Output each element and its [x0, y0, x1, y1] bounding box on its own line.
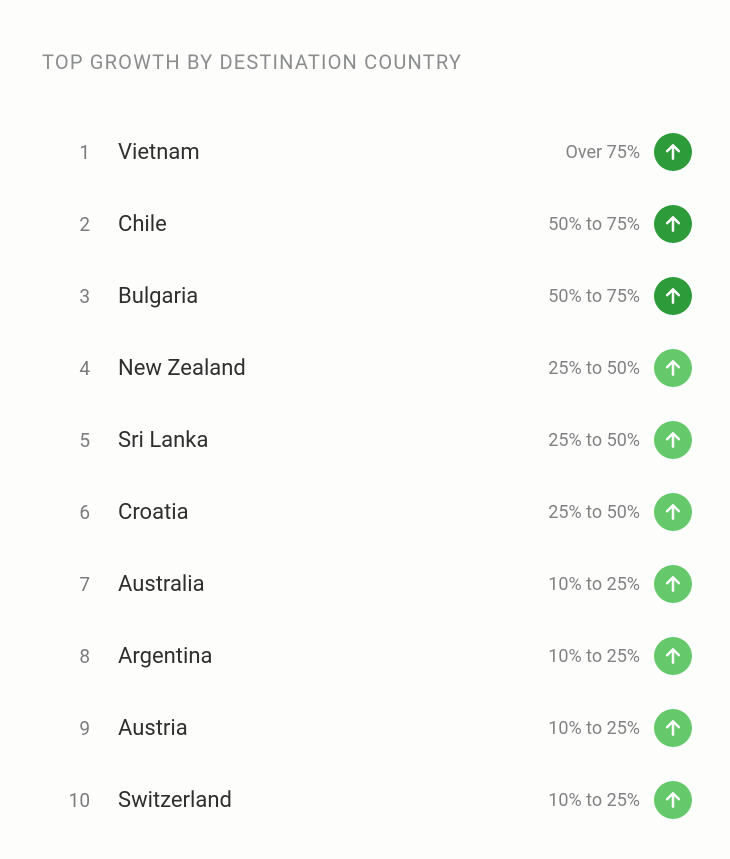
- trend-up-icon: [654, 349, 692, 387]
- growth-panel: TOP GROWTH BY DESTINATION COUNTRY 1 Viet…: [0, 0, 730, 836]
- rank-number: 1: [38, 141, 90, 164]
- list-item: 1 Vietnam Over 75%: [38, 116, 692, 188]
- rank-number: 10: [38, 789, 90, 812]
- rank-number: 7: [38, 573, 90, 596]
- growth-label: 10% to 25%: [548, 790, 654, 811]
- list-item: 7 Australia 10% to 25%: [38, 548, 692, 620]
- growth-label: 10% to 25%: [548, 646, 654, 667]
- rank-number: 6: [38, 501, 90, 524]
- list-item: 10 Switzerland 10% to 25%: [38, 764, 692, 836]
- country-name: Argentina: [90, 644, 548, 669]
- list-item: 6 Croatia 25% to 50%: [38, 476, 692, 548]
- trend-up-icon: [654, 637, 692, 675]
- rank-number: 4: [38, 357, 90, 380]
- trend-up-icon: [654, 277, 692, 315]
- list-item: 4 New Zealand 25% to 50%: [38, 332, 692, 404]
- trend-up-icon: [654, 565, 692, 603]
- list-item: 9 Austria 10% to 25%: [38, 692, 692, 764]
- growth-label: 10% to 25%: [548, 718, 654, 739]
- list-item: 2 Chile 50% to 75%: [38, 188, 692, 260]
- trend-up-icon: [654, 781, 692, 819]
- rank-number: 9: [38, 717, 90, 740]
- country-name: Vietnam: [90, 140, 565, 165]
- rank-number: 2: [38, 213, 90, 236]
- growth-label: 25% to 50%: [548, 430, 654, 451]
- country-name: Australia: [90, 572, 548, 597]
- growth-label: 25% to 50%: [548, 502, 654, 523]
- growth-label: Over 75%: [565, 142, 654, 163]
- list-item: 8 Argentina 10% to 25%: [38, 620, 692, 692]
- country-name: New Zealand: [90, 356, 548, 381]
- growth-label: 50% to 75%: [548, 214, 654, 235]
- rank-number: 5: [38, 429, 90, 452]
- trend-up-icon: [654, 493, 692, 531]
- list-item: 3 Bulgaria 50% to 75%: [38, 260, 692, 332]
- country-name: Croatia: [90, 500, 548, 525]
- trend-up-icon: [654, 709, 692, 747]
- growth-label: 25% to 50%: [548, 358, 654, 379]
- trend-up-icon: [654, 205, 692, 243]
- trend-up-icon: [654, 421, 692, 459]
- country-name: Switzerland: [90, 788, 548, 813]
- growth-label: 50% to 75%: [548, 286, 654, 307]
- growth-label: 10% to 25%: [548, 574, 654, 595]
- panel-title: TOP GROWTH BY DESTINATION COUNTRY: [42, 50, 692, 74]
- country-name: Chile: [90, 212, 548, 237]
- trend-up-icon: [654, 133, 692, 171]
- list-item: 5 Sri Lanka 25% to 50%: [38, 404, 692, 476]
- country-name: Austria: [90, 716, 548, 741]
- country-name: Sri Lanka: [90, 428, 548, 453]
- country-list: 1 Vietnam Over 75% 2 Chile 50% to 75% 3 …: [38, 116, 692, 836]
- country-name: Bulgaria: [90, 284, 548, 309]
- rank-number: 3: [38, 285, 90, 308]
- rank-number: 8: [38, 645, 90, 668]
